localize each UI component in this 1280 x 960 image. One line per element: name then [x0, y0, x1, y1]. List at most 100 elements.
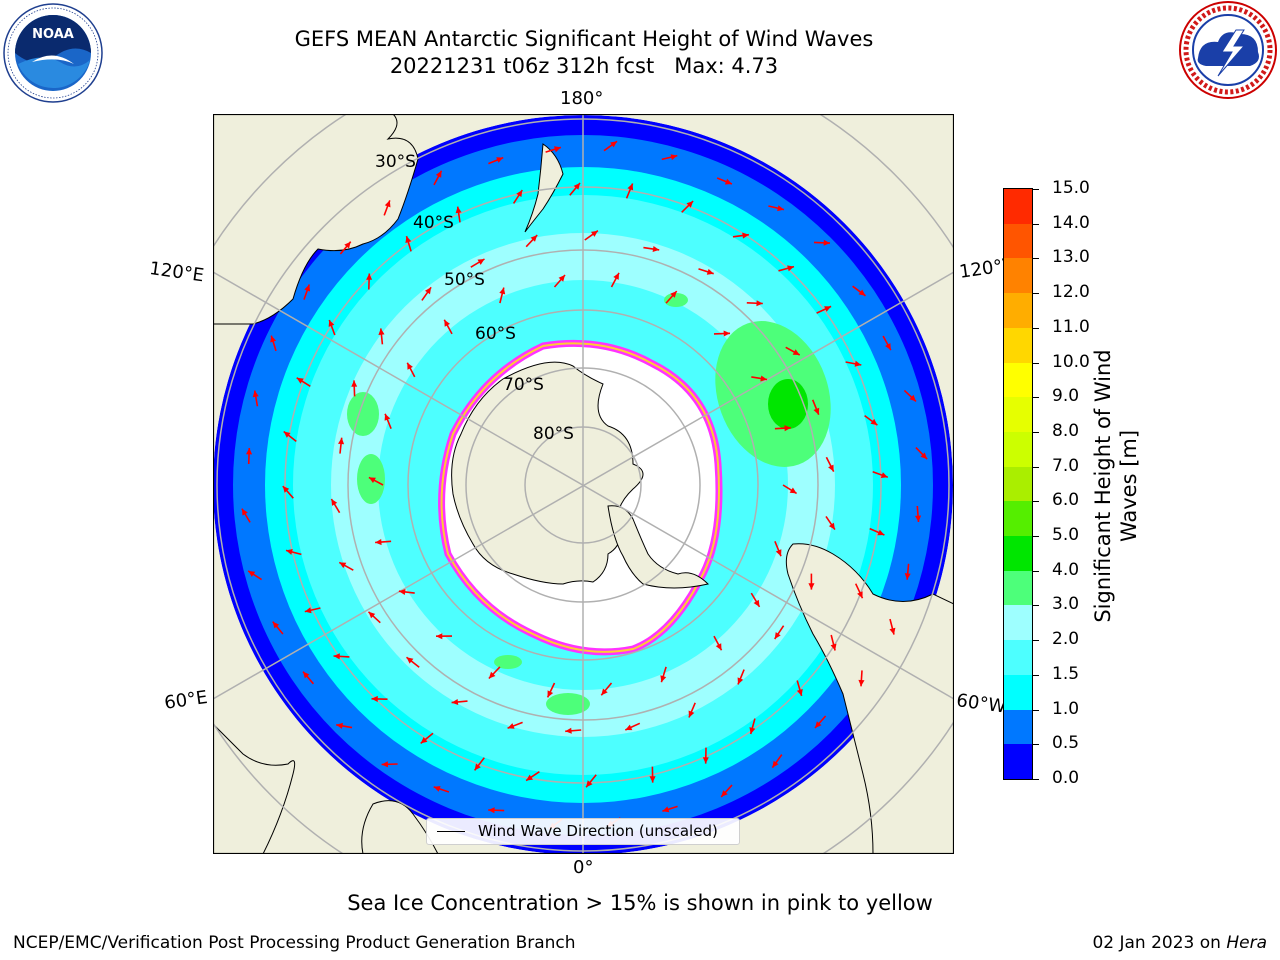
wave-arrow-head — [381, 761, 388, 768]
wave-arrow-head — [270, 335, 277, 343]
wave-patch — [768, 379, 808, 429]
sea-ice-edge — [440, 342, 720, 653]
colorbar-tick-label: 2.0 — [1052, 629, 1080, 650]
wave-arrow-head — [854, 360, 862, 367]
colorbar-segment — [1004, 674, 1032, 710]
wave-arrow-head — [742, 232, 749, 239]
wave-arrow-head — [303, 671, 310, 679]
wave-arrow-head — [436, 633, 443, 640]
wave-arrow-head — [296, 377, 304, 384]
wave-arrow-head — [398, 589, 406, 595]
colorbar-segment — [1004, 362, 1032, 398]
wave-arrow-head — [724, 178, 732, 185]
wave-arrow-head — [858, 289, 866, 296]
wave-arrow-head — [749, 727, 756, 734]
wave-arrow-head — [507, 723, 515, 729]
wave-arrow-head — [554, 146, 561, 153]
wave-arrow-head — [433, 786, 441, 792]
colorbar-tick-label: 10.0 — [1052, 351, 1090, 372]
wave-arrow-head — [384, 200, 391, 208]
wave-arrow-head — [885, 343, 891, 351]
wave-arrow-head — [474, 763, 481, 771]
wave-arrow-head — [336, 722, 343, 729]
wave-arrow-head — [272, 621, 280, 629]
colorbar-tick — [1033, 536, 1039, 538]
wave-arrow-head — [407, 362, 413, 370]
colorbar-segment — [1004, 327, 1032, 363]
colorbar-segment — [1004, 604, 1032, 641]
colorbar-segment — [1004, 396, 1032, 432]
colorbar-tick-label: 11.0 — [1052, 316, 1090, 337]
map-title: GEFS MEAN Antarctic Significant Height o… — [294, 27, 874, 51]
wave-arrow-head — [760, 375, 767, 382]
colorbar-tick — [1033, 674, 1039, 676]
wave-arrow-head — [792, 349, 800, 355]
polar-map — [213, 114, 954, 854]
colorbar-tick — [1033, 779, 1039, 780]
wave-arrow-head — [828, 464, 834, 472]
wave-arrow-head — [488, 807, 495, 814]
africa-land — [213, 723, 296, 854]
colorbar-tick-label: 0.5 — [1052, 733, 1080, 754]
lat-label-50s: 50°S — [444, 270, 485, 290]
noaa-logo-text: NOAA — [32, 27, 74, 42]
colorbar-tick — [1033, 744, 1039, 746]
wave-arrow-head — [425, 287, 432, 295]
colorbar-title-line2: Waves [m] — [1117, 429, 1141, 543]
graticule — [213, 114, 954, 854]
wave-arrow-head — [775, 549, 782, 557]
wave-arrow-head — [241, 508, 248, 516]
wave-arrow-head — [304, 284, 311, 292]
wave-patch — [664, 293, 688, 307]
wave-arrow-head — [784, 425, 791, 432]
sea-ice-note: Sea Ice Concentration > 15% is shown in … — [347, 891, 933, 915]
colorbar-tick — [1033, 223, 1039, 225]
wave-arrow-head — [627, 183, 634, 191]
colorbar-tick-label: 9.0 — [1052, 386, 1080, 407]
wave-arrow-head — [286, 549, 293, 555]
wave-arrow-head — [339, 562, 347, 569]
wave-arrow-head — [870, 418, 878, 426]
wave-arrow-head — [344, 241, 351, 249]
map-subtitle: 20221231 t06z 312h fcst Max: 4.73 — [389, 54, 779, 78]
wave-arrow-head — [384, 413, 391, 421]
lon-label-180: 180° — [560, 88, 604, 109]
wave-arrow-head — [723, 330, 730, 337]
wave-arrow-head — [375, 539, 382, 546]
wave-arrow-head — [796, 689, 803, 696]
colorbar-tick — [1033, 640, 1039, 642]
wave-arrow-head — [823, 239, 830, 246]
colorbar-tick — [1033, 605, 1039, 607]
colorbar-tick-label: 15.0 — [1052, 178, 1090, 198]
wave-arrow-head — [591, 230, 598, 237]
wave-arrow-head — [405, 236, 412, 243]
lon-label-60e: 60°E — [163, 686, 209, 714]
wave-arrow-head — [774, 632, 781, 639]
wave-arrow-head — [283, 431, 291, 438]
wave-arrow-head — [688, 710, 695, 718]
wave-arrow-head — [613, 272, 619, 280]
wave-arrow-head — [371, 695, 378, 702]
colorbar-segment — [1004, 466, 1032, 502]
colorbar-tick-label: 4.0 — [1052, 559, 1080, 580]
wave-patch — [494, 655, 522, 669]
wave-arrow-head — [904, 573, 911, 580]
wave-arrow-head — [686, 201, 694, 208]
colorbar-segment — [1004, 570, 1032, 606]
wave-arrow-head — [830, 643, 837, 651]
wave-arrow-head — [451, 699, 459, 705]
colorbar-segment — [1004, 223, 1032, 259]
wave-arrow-head — [573, 183, 580, 190]
colorbar-tick — [1033, 293, 1039, 295]
wave-arrow-head — [526, 774, 533, 781]
wave-arrow-head — [420, 737, 428, 744]
lat-label-70s: 70°S — [503, 375, 544, 395]
colorbar-tick-label: 12.0 — [1052, 282, 1090, 303]
wave-arrow-head — [777, 205, 784, 212]
wave-arrow-head — [435, 170, 442, 178]
wave-arrow-head — [586, 780, 593, 788]
wave-arrow-head — [813, 407, 820, 415]
footer-host: Hera — [1226, 933, 1267, 953]
colorbar — [1003, 188, 1033, 780]
wave-arrow-head — [368, 611, 376, 619]
